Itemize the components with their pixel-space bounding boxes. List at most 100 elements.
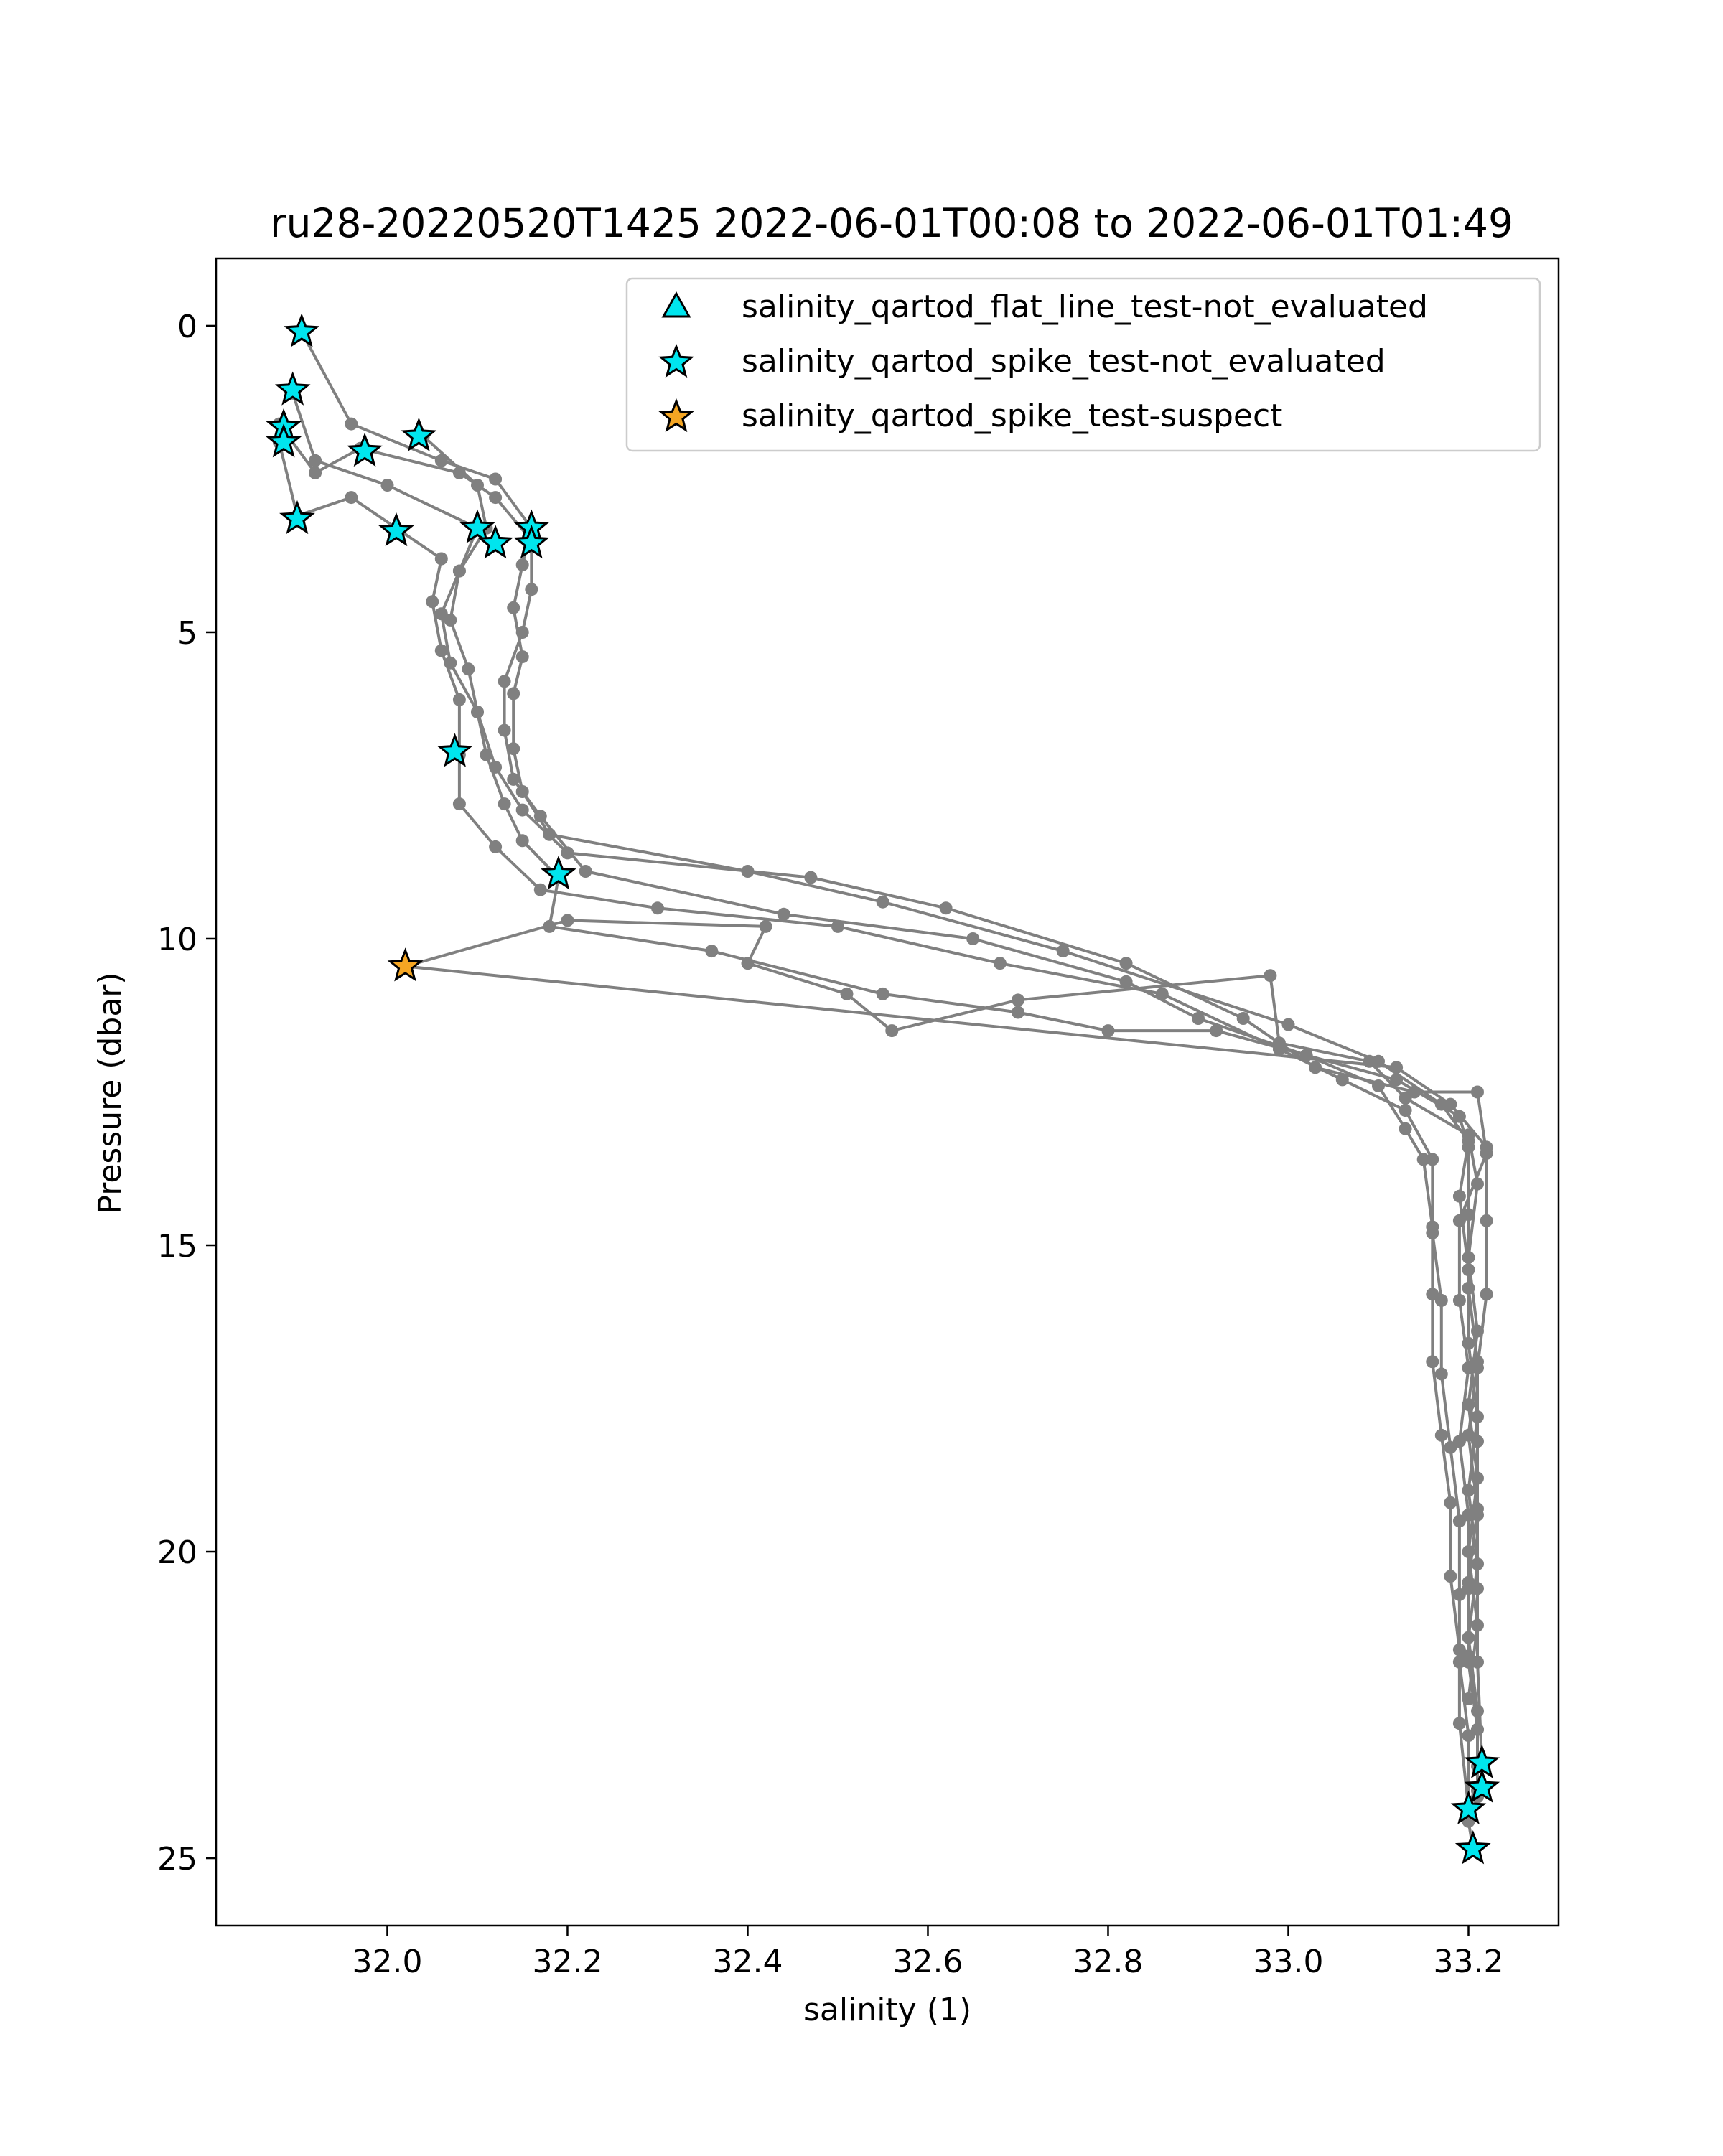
profile-point <box>804 871 818 884</box>
profile-point <box>1480 1288 1493 1301</box>
profile-point <box>1434 1428 1448 1442</box>
profile-point <box>533 810 547 823</box>
profile-point <box>1390 1061 1404 1074</box>
profile-point <box>1444 1440 1457 1454</box>
x-tick-label: 32.0 <box>352 1944 422 1980</box>
profile-point <box>1155 987 1169 1000</box>
profile-point <box>462 662 475 676</box>
profile-point <box>525 583 538 596</box>
profile-point <box>1056 945 1070 958</box>
profile-point <box>1452 1655 1466 1669</box>
profile-point <box>1272 1036 1286 1050</box>
x-tick-label: 32.6 <box>892 1944 963 1980</box>
profile-point <box>507 772 520 786</box>
profile-point <box>1426 1355 1439 1369</box>
profile-point <box>876 987 889 1000</box>
legend-entry-spike-suspect-label: salinity_qartod_spike_test-suspect <box>742 398 1282 434</box>
legend-entry-flat-line-label: salinity_qartod_flat_line_test-not_evalu… <box>742 289 1428 325</box>
plot-area-frame <box>215 257 1560 1927</box>
profile-point <box>480 748 493 761</box>
y-tick-label: 15 <box>157 1228 197 1265</box>
profile-point <box>1426 1226 1439 1239</box>
not-evaluated-star-marker <box>378 512 414 547</box>
profile-point <box>1471 1085 1484 1099</box>
profile-point <box>993 957 1007 970</box>
profile-point <box>1452 1514 1466 1528</box>
not-evaluated-star-marker <box>513 524 550 559</box>
not-evaluated-star-marker <box>541 856 576 890</box>
profile-point <box>1210 1024 1223 1038</box>
profile-point <box>1335 1073 1349 1087</box>
legend: salinity_qartod_flat_line_test-not_evalu… <box>625 277 1541 452</box>
profile-point <box>1471 1361 1484 1374</box>
profile-point <box>1192 1012 1205 1025</box>
not-evaluated-star-marker <box>1464 1768 1500 1803</box>
profile-point <box>1399 1092 1412 1105</box>
profile-point <box>1434 1367 1448 1381</box>
profile-point <box>561 914 574 927</box>
y-axis-label: Pressure (dbar) <box>92 972 129 1214</box>
profile-point <box>515 558 529 571</box>
profile-point <box>489 840 503 853</box>
profile-point <box>1264 969 1277 983</box>
not-evaluated-star-marker <box>266 423 302 458</box>
profile-point <box>1101 1024 1115 1038</box>
profile-point <box>452 466 466 479</box>
not-evaluated-star-marker <box>1454 1830 1491 1865</box>
profile-point <box>434 644 448 657</box>
not-evaluated-star-marker <box>279 500 315 535</box>
profile-point <box>1281 1018 1295 1031</box>
profile-point <box>515 626 529 639</box>
profile-point <box>507 687 520 700</box>
profile-point <box>1471 1435 1484 1448</box>
profile-point <box>1399 1104 1412 1117</box>
profile-point <box>1012 993 1024 1007</box>
profile-point <box>1480 1140 1493 1154</box>
not-evaluated-flags <box>266 313 1500 1865</box>
profile-point <box>1462 1208 1475 1222</box>
legend-triangle-marker <box>661 291 691 318</box>
profile-point <box>1471 1582 1484 1595</box>
x-tick-label: 32.8 <box>1073 1944 1143 1980</box>
y-tick-label: 10 <box>157 922 197 958</box>
profile-line <box>291 393 1488 1791</box>
profile-point <box>840 987 854 1000</box>
profile-point <box>1452 1717 1466 1730</box>
y-tick-label: 25 <box>157 1841 197 1878</box>
suspect-star-marker <box>387 947 424 982</box>
profile-point <box>471 479 484 492</box>
profile-point <box>561 846 574 860</box>
not-evaluated-star-marker <box>347 432 383 467</box>
profile-point <box>515 803 529 817</box>
profile-point <box>489 491 503 505</box>
profile-point <box>579 865 592 878</box>
profile-point <box>498 797 511 811</box>
profile-point <box>345 417 358 431</box>
y-tick-label: 5 <box>177 615 197 652</box>
profile-point <box>1434 1293 1448 1307</box>
profile-line <box>277 441 1475 1850</box>
profile-point <box>1471 1177 1484 1191</box>
profile-point <box>1462 1398 1475 1412</box>
profile-point <box>1471 1705 1484 1718</box>
profile-point <box>1471 1655 1484 1669</box>
profile-point <box>444 656 457 670</box>
profile-point <box>498 723 511 737</box>
profile-point <box>426 595 439 609</box>
profile-point <box>1452 1293 1466 1307</box>
not-evaluated-star-marker <box>284 313 320 347</box>
not-evaluated-star-marker <box>477 524 513 559</box>
profile-point <box>876 895 889 909</box>
profile-point <box>1416 1153 1430 1166</box>
profile-point <box>1462 1545 1475 1558</box>
profile-point <box>380 479 394 492</box>
legend-star-marker <box>658 398 694 433</box>
profile-point <box>434 552 448 566</box>
profile-point <box>452 797 466 811</box>
profile-point <box>777 907 790 921</box>
profile-point <box>966 932 980 945</box>
not-evaluated-star-marker <box>401 417 437 451</box>
profile-line <box>405 965 1488 1763</box>
